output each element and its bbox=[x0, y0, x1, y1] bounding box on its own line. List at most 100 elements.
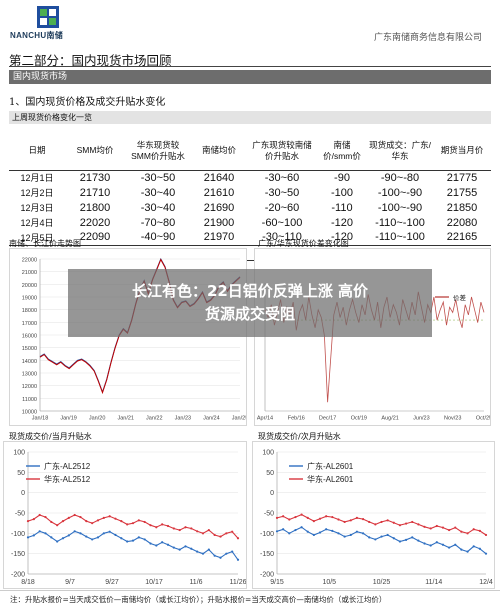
data-point bbox=[85, 520, 88, 523]
y-tick-label: -50 bbox=[15, 511, 25, 518]
chart-next-month: 100 50 0 -50 -100 -150 -200 9/15 10/5 10/25 11/14 1… bbox=[252, 441, 495, 589]
data-point bbox=[429, 544, 432, 547]
x-tick-label: Jan/21 bbox=[117, 416, 134, 422]
data-point bbox=[392, 537, 395, 540]
data-point bbox=[386, 533, 389, 537]
footnote: 注：升贴水报价=当天成交低价—南储均价（或长江均价）；升贴水报价=当天成交高价—… bbox=[0, 590, 500, 610]
data-point bbox=[50, 520, 53, 524]
table-cell: 21900 bbox=[203, 216, 235, 229]
y-tick-label: -50 bbox=[264, 511, 274, 518]
table-cell: 21970 bbox=[203, 231, 235, 244]
table-cell: -30~50 bbox=[264, 186, 300, 199]
data-point bbox=[61, 520, 65, 523]
data-point bbox=[79, 515, 82, 519]
data-point bbox=[91, 538, 94, 541]
y-tick-label: 16000 bbox=[22, 334, 37, 340]
data-point bbox=[349, 533, 352, 537]
data-point bbox=[417, 523, 420, 526]
data-point bbox=[161, 541, 164, 544]
table-cell: 21775 bbox=[446, 171, 478, 184]
data-point bbox=[472, 528, 475, 531]
data-point bbox=[343, 535, 346, 538]
x-tick-label: Jan/22 bbox=[146, 416, 163, 422]
logo-text: NANCHU南储 bbox=[10, 31, 64, 40]
data-point bbox=[466, 532, 469, 535]
data-point bbox=[337, 518, 340, 521]
x-tick-label: 10/17 bbox=[145, 579, 163, 586]
data-point bbox=[398, 540, 402, 543]
data-point bbox=[460, 548, 463, 551]
data-point bbox=[67, 534, 70, 537]
table-cell: -60~100 bbox=[261, 216, 303, 229]
data-point bbox=[85, 535, 88, 538]
table-cell: 21640 bbox=[203, 171, 235, 184]
y-tick-label: -100 bbox=[260, 531, 274, 538]
data-point bbox=[91, 522, 94, 525]
y-tick-label: 17000 bbox=[22, 321, 37, 327]
series-line bbox=[27, 514, 239, 539]
data-point bbox=[392, 521, 395, 524]
x-tick-label: Oct/19 bbox=[351, 416, 367, 422]
y-tick-label: 10000 bbox=[22, 410, 37, 416]
data-point bbox=[26, 536, 30, 539]
table-cell: 22080 bbox=[446, 216, 478, 229]
data-point bbox=[423, 525, 426, 528]
data-point bbox=[219, 535, 222, 538]
data-point bbox=[126, 540, 129, 543]
y-tick-label: 50 bbox=[266, 470, 274, 477]
data-point bbox=[196, 530, 199, 533]
data-point bbox=[331, 515, 334, 519]
data-point bbox=[325, 528, 328, 531]
data-point bbox=[282, 515, 285, 518]
company-logo: NANCHU南储 bbox=[10, 6, 90, 42]
table-row: 12月1日 21730 -30~50 21640 -30~60 -90 -90~-80 217… bbox=[9, 170, 491, 185]
table-caption: 上周现货价格变化一览 bbox=[9, 111, 491, 124]
data-point bbox=[300, 513, 303, 516]
x-tick-label: 11/14 bbox=[425, 579, 442, 586]
table-cell: -100 bbox=[330, 186, 354, 199]
data-point bbox=[207, 528, 210, 532]
x-tick-label: 11/6 bbox=[189, 579, 202, 586]
x-tick-label: 9/27 bbox=[105, 579, 119, 586]
data-point bbox=[50, 536, 53, 539]
data-point bbox=[178, 528, 181, 532]
table-row: 12月3日 21800 -30~40 21690 -20~60 -110 -100~-90 2… bbox=[9, 200, 491, 215]
y-tick-label: -200 bbox=[11, 572, 25, 579]
chart-title-current-month: 现货成交价/当月升贴水 bbox=[9, 432, 92, 441]
data-point bbox=[349, 519, 352, 522]
x-tick-label: Jan/20 bbox=[89, 416, 106, 422]
data-point bbox=[26, 520, 30, 523]
data-point bbox=[184, 526, 187, 529]
data-point bbox=[190, 547, 193, 550]
table-cell: 21800 bbox=[79, 201, 111, 214]
data-point bbox=[131, 522, 135, 525]
x-tick-label: Apr/14 bbox=[257, 416, 273, 422]
headline-overlay[interactable]: 长江有色：22日铝价反弹上涨 高价 货源成交受阻 bbox=[68, 269, 432, 337]
data-point bbox=[231, 530, 234, 533]
col-header-date: 日期 bbox=[9, 132, 65, 171]
table-cell: -90 bbox=[334, 171, 350, 184]
data-point bbox=[56, 524, 59, 527]
data-point bbox=[126, 523, 129, 526]
x-tick-label: Jan/18 bbox=[32, 416, 49, 422]
data-point bbox=[312, 520, 315, 523]
data-point bbox=[108, 515, 111, 518]
table-cell: -30~110 bbox=[262, 231, 302, 244]
data-point bbox=[478, 547, 481, 550]
y-tick-label: 0 bbox=[21, 490, 25, 497]
headline-line-1: 长江有色：22日铝价反弹上涨 高价 bbox=[131, 282, 369, 300]
y-tick-label: 21000 bbox=[22, 270, 37, 276]
data-point bbox=[466, 550, 469, 553]
data-point bbox=[423, 542, 426, 545]
section-title: 第二部分：国内现货市场回顾 bbox=[9, 53, 172, 68]
col-header-smm: SMM均价 bbox=[65, 132, 125, 171]
data-point bbox=[380, 520, 383, 524]
y-tick-label: 0 bbox=[270, 490, 274, 497]
data-point bbox=[236, 558, 240, 561]
x-tick-label: Jan/23 bbox=[175, 416, 192, 422]
data-point bbox=[318, 517, 322, 520]
data-point bbox=[417, 539, 420, 542]
data-point bbox=[155, 526, 158, 529]
data-point bbox=[318, 531, 322, 534]
